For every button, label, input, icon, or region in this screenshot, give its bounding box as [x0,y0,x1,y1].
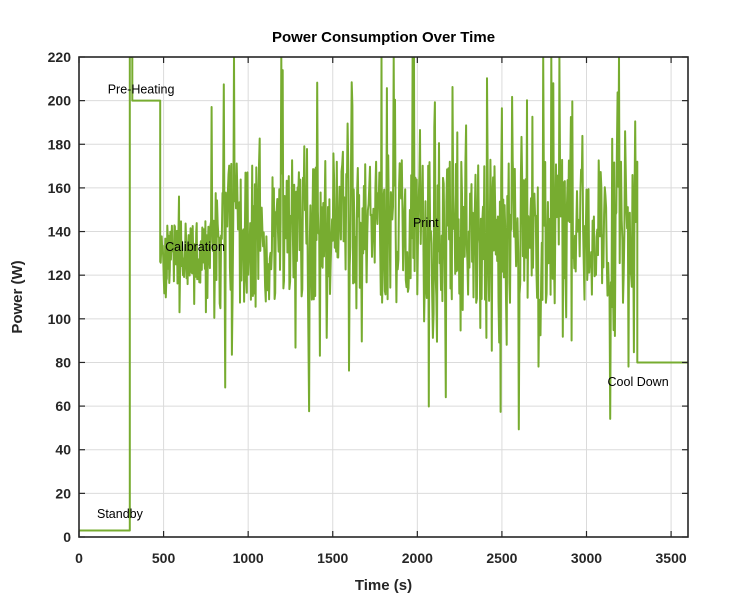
power-series-line [79,57,688,532]
y-tick-label: 180 [48,136,72,152]
x-tick-label: 500 [152,550,176,566]
y-tick-label: 80 [55,354,71,370]
y-tick-label: 100 [48,311,72,327]
x-tick-label: 3000 [571,550,602,566]
axis-box [78,56,689,538]
x-tick-label: 3500 [656,550,687,566]
phase-annotation-cool-down: Cool Down [608,375,669,389]
y-tick-label: 160 [48,180,72,196]
x-tick-label: 2500 [486,550,517,566]
y-axis-label: Power (W) [9,260,26,333]
y-tick-label: 20 [55,485,71,501]
y-tick-label: 200 [48,93,72,109]
phase-annotations: Standby Pre-Heating Calibration Print Cool D… [97,83,669,521]
y-tick-labels: 0 20 40 60 80 100 120 140 160 180 200 220 [48,49,72,545]
phase-annotation-calibration: Calibration [165,240,225,254]
y-tick-label: 0 [63,529,71,545]
phase-annotation-print: Print [413,216,439,230]
y-tick-label: 140 [48,224,72,240]
phase-annotation-pre-heating: Pre-Heating [108,83,175,97]
y-tick-label: 220 [48,49,72,65]
power-series [79,57,688,532]
grid-lines [79,57,688,537]
y-tick-label: 120 [48,267,72,283]
x-tick-label: 1000 [233,550,264,566]
phase-annotation-standby: Standby [97,507,144,521]
y-tick-label: 60 [55,398,71,414]
x-tick-label: 1500 [317,550,348,566]
x-tick-label: 2000 [402,550,433,566]
x-tick-labels: 0 500 1000 1500 2000 2500 3000 3500 [75,550,687,566]
chart-title: Power Consumption Over Time [272,29,495,46]
y-tick-label: 40 [55,442,71,458]
x-axis-label: Time (s) [355,577,412,594]
x-tick-label: 0 [75,550,83,566]
axis-ticks [78,56,688,538]
